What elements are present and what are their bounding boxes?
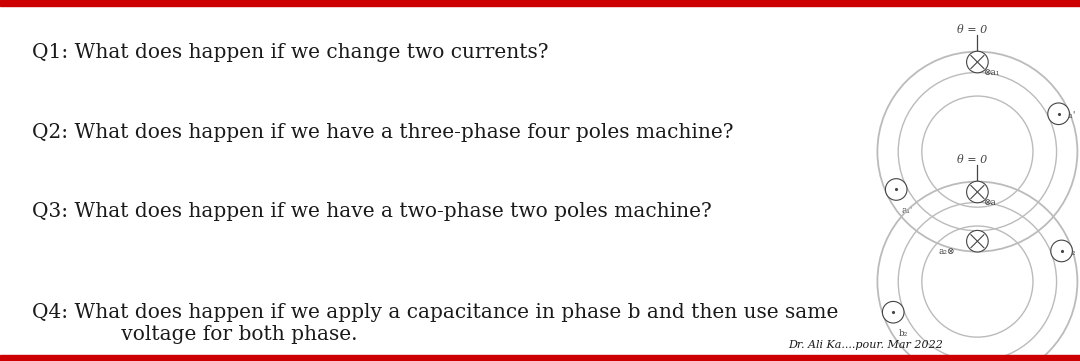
Text: ⊗a: ⊗a: [983, 197, 996, 206]
Ellipse shape: [1048, 103, 1069, 125]
Text: Q1: What does happen if we change two currents?: Q1: What does happen if we change two cu…: [32, 43, 549, 62]
Text: a₁': a₁': [1064, 111, 1076, 120]
Text: b₂: b₂: [1067, 248, 1077, 257]
Ellipse shape: [967, 181, 988, 203]
Text: θ = 0: θ = 0: [957, 25, 987, 35]
Text: a₂⊗: a₂⊗: [939, 247, 955, 256]
Ellipse shape: [967, 230, 988, 252]
Ellipse shape: [886, 179, 907, 200]
Text: Q2: What does happen if we have a three-phase four poles machine?: Q2: What does happen if we have a three-…: [32, 123, 734, 142]
Text: b₂: b₂: [899, 329, 908, 338]
Ellipse shape: [967, 51, 988, 73]
Text: ⊗a₁: ⊗a₁: [983, 68, 999, 77]
Text: θ = 0: θ = 0: [957, 155, 987, 165]
Text: Q4: What does happen if we apply a capacitance in phase b and then use same
    : Q4: What does happen if we apply a capac…: [32, 303, 839, 344]
Bar: [0, 0, 1080, 5]
Text: Dr. Ali Ka....pour. Mar 2022: Dr. Ali Ka....pour. Mar 2022: [788, 340, 943, 350]
Text: Q3: What does happen if we have a two-phase two poles machine?: Q3: What does happen if we have a two-ph…: [32, 202, 712, 221]
Bar: [0, 356, 1080, 361]
Ellipse shape: [1051, 240, 1072, 262]
Ellipse shape: [967, 360, 988, 361]
Text: a₁': a₁': [902, 206, 914, 215]
Ellipse shape: [882, 301, 904, 323]
